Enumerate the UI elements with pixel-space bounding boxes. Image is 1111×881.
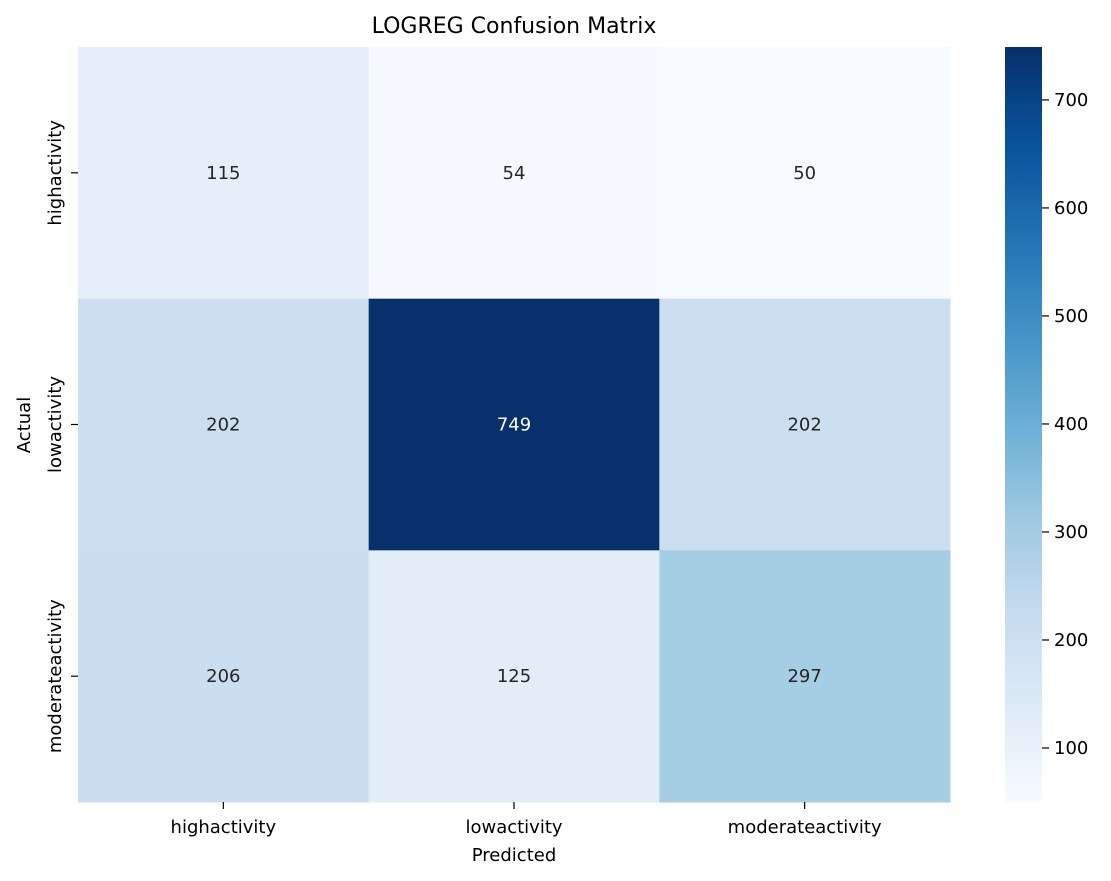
cell-value-label: 50 bbox=[793, 163, 816, 184]
y-tick-label: lowactivity bbox=[45, 376, 66, 473]
colorbar-tick-label: 200 bbox=[1054, 630, 1088, 651]
x-axis-label: Predicted bbox=[472, 845, 557, 866]
x-axis-ticks: highactivity lowactivity moderateactivity bbox=[171, 802, 882, 838]
cell-value-label: 297 bbox=[787, 666, 821, 687]
heatmap-cell bbox=[78, 47, 370, 300]
heatmap-cell bbox=[368, 550, 660, 803]
cell-value-label: 202 bbox=[206, 415, 240, 436]
cell-value-label: 202 bbox=[787, 415, 821, 436]
heatmap-cell bbox=[78, 298, 370, 551]
colorbar-tick-label: 600 bbox=[1054, 198, 1088, 219]
heatmap-cell bbox=[659, 298, 951, 551]
cell-value-label: 125 bbox=[497, 666, 531, 687]
cell-value-label: 749 bbox=[497, 415, 531, 436]
y-axis-label: Actual bbox=[14, 397, 35, 453]
colorbar bbox=[1005, 47, 1042, 802]
heatmap-cell bbox=[659, 47, 951, 300]
colorbar-tick-label: 500 bbox=[1054, 306, 1088, 327]
x-tick-label: moderateactivity bbox=[728, 817, 882, 838]
x-tick-label: lowactivity bbox=[465, 817, 562, 838]
cell-value-label: 54 bbox=[503, 163, 526, 184]
colorbar-tick-label: 700 bbox=[1054, 90, 1088, 111]
heatmap-cell bbox=[368, 47, 660, 300]
heatmap-cell bbox=[368, 298, 660, 551]
x-tick-label: highactivity bbox=[171, 817, 277, 838]
colorbar-tick-label: 100 bbox=[1054, 738, 1088, 759]
y-tick-label: moderateactivity bbox=[45, 599, 66, 753]
cell-value-label: 206 bbox=[206, 666, 240, 687]
colorbar-tick-label: 400 bbox=[1054, 414, 1088, 435]
chart-title: LOGREG Confusion Matrix bbox=[372, 14, 657, 39]
heatmap-cells bbox=[78, 47, 951, 803]
y-tick-label: highactivity bbox=[45, 120, 66, 226]
heatmap-cell-labels: 115 54 50 202 749 202 206 125 297 bbox=[206, 163, 822, 687]
heatmap-cell bbox=[659, 550, 951, 803]
colorbar-tick-label: 300 bbox=[1054, 522, 1088, 543]
cell-value-label: 115 bbox=[206, 163, 240, 184]
y-axis-ticks: highactivity lowactivity moderateactivity bbox=[45, 120, 78, 753]
heatmap-cell bbox=[78, 550, 370, 803]
colorbar-ticks: 100 200 300 400 500 600 700 bbox=[1042, 90, 1088, 759]
